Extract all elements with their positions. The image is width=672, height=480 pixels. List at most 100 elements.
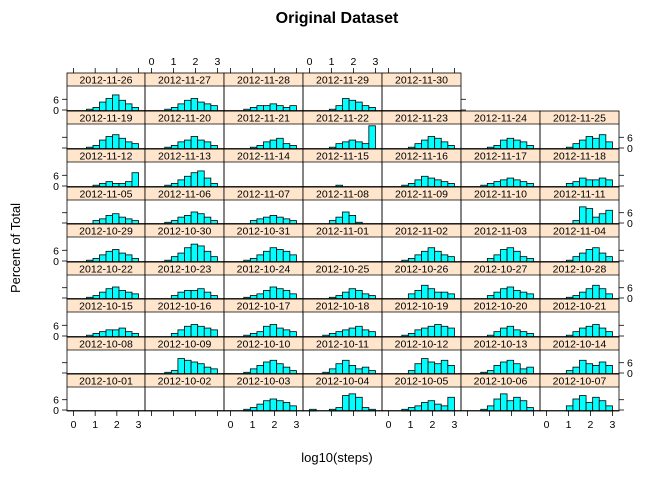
panel-2012-11-19: 2012-11-19 [66, 110, 146, 150]
y-tick-label: 6 [53, 245, 59, 257]
bar [421, 139, 429, 150]
panel-label: 2012-10-09 [158, 339, 212, 351]
bar [105, 215, 113, 225]
y-tick-label: 0 [53, 331, 59, 343]
x-tick-label: 0 [228, 419, 234, 431]
bar [598, 327, 607, 338]
y-tick-label: 0 [53, 105, 59, 117]
strip-2012-11-11 [540, 187, 619, 200]
bar [592, 324, 600, 338]
y-axis-title: Percent of Total [8, 203, 23, 293]
bar [125, 291, 133, 300]
bar [500, 179, 508, 188]
bar [361, 329, 370, 338]
panel-2012-11-01: 2012-11-01 [302, 223, 383, 263]
panel-2012-11-07: 2012-11-07 [223, 186, 304, 225]
bar [184, 175, 192, 188]
bar [276, 249, 284, 263]
bar [105, 136, 113, 150]
panel-label: 2012-10-31 [237, 226, 291, 238]
panel-label: 2012-11-05 [80, 189, 133, 201]
y-axis-row-1 [461, 98, 466, 111]
bar [598, 252, 607, 263]
panel-2012-10-06: 2012-10-06 [460, 373, 541, 412]
strip-2012-10-20 [461, 299, 540, 312]
bar [421, 402, 429, 412]
strip-2012-11-25 [540, 111, 619, 124]
strip-2012-10-23 [145, 262, 224, 275]
bar [269, 359, 278, 375]
bar [263, 325, 271, 338]
bar [190, 136, 199, 150]
bar [342, 141, 350, 150]
bar [421, 250, 429, 263]
bar [598, 213, 607, 225]
bar [434, 324, 442, 338]
panel-2012-10-22: 2012-10-22 [66, 261, 146, 300]
panel-2012-10-29: 2012-10-29 [66, 223, 146, 263]
strip-2012-11-22 [303, 111, 382, 124]
strip-2012-11-28 [224, 73, 303, 86]
strip-2012-11-12 [67, 149, 145, 162]
bar [276, 137, 284, 150]
bar [190, 290, 199, 300]
strip-2012-10-30 [145, 224, 224, 237]
bar [592, 247, 600, 263]
bar [197, 325, 205, 338]
bar [585, 325, 594, 338]
strip-2012-11-02 [382, 224, 461, 237]
bar [282, 402, 291, 412]
bar [447, 365, 455, 375]
panel-2012-11-12: 2012-11-12 [66, 148, 146, 188]
strip-2012-11-26 [67, 73, 145, 86]
panel-2012-10-28: 2012-10-28 [539, 261, 620, 300]
bar [203, 141, 212, 150]
strip-2012-11-18 [540, 149, 619, 162]
y-tick-label: 0 [627, 368, 633, 380]
bar [177, 291, 185, 300]
chart-title: Original Dataset [276, 10, 399, 27]
x-axis-col-5 [388, 68, 455, 73]
bar [427, 400, 436, 412]
bar [203, 177, 212, 188]
bar [99, 101, 107, 112]
panel-label: 2012-11-08 [316, 189, 369, 201]
panel-frame [539, 110, 620, 150]
panel-2012-10-19: 2012-10-19 [381, 298, 462, 338]
bar [269, 139, 278, 150]
panel-2012-11-11: 2012-11-11 [539, 186, 620, 225]
y-tick-label: 6 [53, 94, 59, 106]
bar [177, 329, 185, 338]
bar [414, 290, 422, 300]
bar [585, 402, 594, 412]
y-axis-row-4 [62, 212, 67, 224]
x-tick-label: 1 [329, 56, 335, 68]
bar [605, 209, 613, 225]
bar [118, 290, 126, 300]
bar [197, 288, 205, 300]
panel-label: 2012-11-07 [237, 189, 290, 201]
bar [197, 170, 205, 188]
panel-2012-11-18: 2012-11-18 [539, 148, 620, 188]
panel-label: 2012-10-01 [79, 376, 133, 388]
panel-2012-11-03: 2012-11-03 [460, 223, 541, 263]
strip-2012-10-19 [382, 299, 461, 312]
bar [335, 363, 343, 375]
bar [500, 327, 508, 338]
y-tick-label: 6 [627, 132, 633, 144]
bar [434, 250, 442, 263]
bar [434, 363, 442, 375]
bar [592, 137, 600, 150]
panel-2012-10-18: 2012-10-18 [302, 298, 383, 338]
y-axis-row-2 [62, 136, 67, 149]
strip-2012-11-27 [145, 73, 224, 86]
bar [506, 177, 515, 188]
panel-label: 2012-10-12 [395, 339, 449, 351]
y-tick-label: 0 [627, 143, 633, 155]
strip-2012-11-04 [540, 224, 619, 237]
bar [263, 400, 271, 412]
strip-2012-10-25 [303, 262, 382, 275]
bar [269, 103, 278, 112]
x-axis-col-3 [230, 68, 297, 73]
bar [348, 99, 357, 112]
